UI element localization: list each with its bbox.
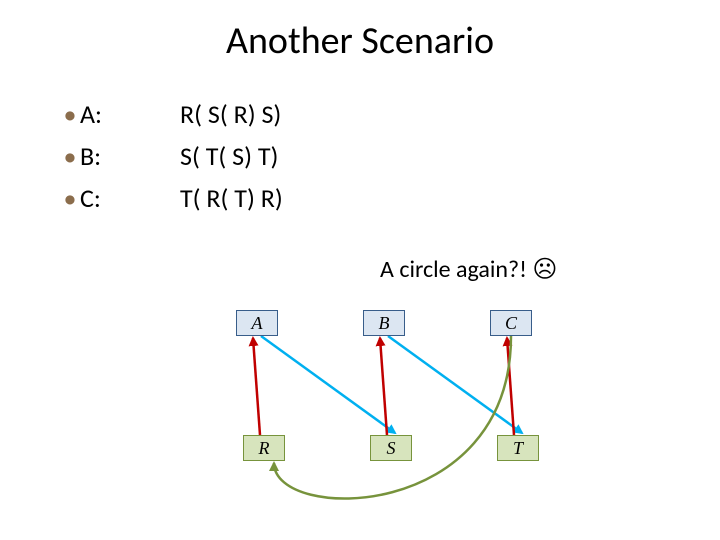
bullet-dot-icon: • xyxy=(60,182,80,214)
frown-icon: ☹ xyxy=(532,255,557,284)
bullet-item: •B:S( T( S) T) xyxy=(60,140,283,182)
graph-node: S xyxy=(370,435,412,461)
diagram-edges xyxy=(0,0,720,540)
bullet-dot-icon: • xyxy=(60,98,80,130)
graph-node: A xyxy=(236,310,278,336)
graph-node: T xyxy=(497,435,539,461)
bullet-item: •A:R( S( R) S) xyxy=(60,98,283,140)
slide-title: Another Scenario xyxy=(0,18,720,64)
graph-node: B xyxy=(363,310,405,336)
bullet-label: A: xyxy=(80,98,180,130)
bullet-item: •C:T( R( T) R) xyxy=(60,182,283,224)
bullet-dot-icon: • xyxy=(60,140,80,172)
graph-node: R xyxy=(243,435,285,461)
bullet-expr: R( S( R) S) xyxy=(180,98,281,130)
graph-node: C xyxy=(490,310,532,336)
caption: A circle again?! ☹ xyxy=(380,255,557,284)
bullet-list: •A:R( S( R) S)•B:S( T( S) T)•C:T( R( T) … xyxy=(60,98,283,224)
caption-text: A circle again?! xyxy=(380,255,532,284)
bullet-expr: T( R( T) R) xyxy=(180,182,283,214)
slide: { "title": { "text": "Another Scenario",… xyxy=(0,0,720,540)
bullet-expr: S( T( S) T) xyxy=(180,140,278,172)
bullet-label: B: xyxy=(80,140,180,172)
bullet-label: C: xyxy=(80,182,180,214)
